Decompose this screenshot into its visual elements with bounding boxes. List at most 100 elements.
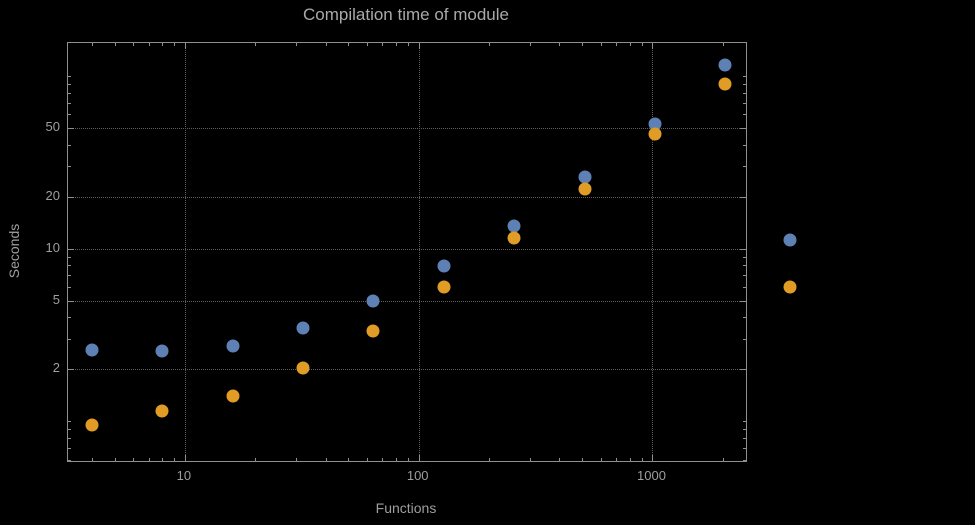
- y-tick-mark: [743, 256, 746, 258]
- x-tick-mark: [296, 43, 298, 46]
- plot-area: [67, 42, 747, 462]
- data-point-series-2-orange: [507, 231, 521, 245]
- y-tick-mark: [740, 196, 746, 198]
- data-point-series-2-orange: [226, 389, 240, 403]
- y-tick-mark: [743, 338, 746, 340]
- data-point-series-1-blue: [155, 344, 169, 358]
- x-tick-mark: [629, 43, 631, 46]
- y-tick-mark: [740, 369, 746, 371]
- y-tick-mark: [68, 196, 74, 198]
- x-tick-mark: [559, 43, 561, 46]
- y-tick-mark: [68, 102, 71, 104]
- gridline-vertical: [418, 43, 420, 461]
- y-tick-label: 20: [45, 187, 60, 203]
- x-tick-mark: [382, 458, 384, 461]
- y-tick-mark: [68, 127, 74, 129]
- x-tick-mark: [530, 43, 532, 46]
- x-tick-mark: [184, 455, 186, 461]
- gridline-horizontal: [68, 369, 746, 371]
- y-tick-mark: [68, 83, 71, 85]
- x-tick-mark: [629, 458, 631, 461]
- data-point-series-1-blue: [578, 170, 591, 184]
- x-tick-mark: [174, 43, 176, 46]
- y-tick-mark: [743, 144, 746, 146]
- x-tick-mark: [396, 43, 398, 46]
- x-tick-mark: [162, 43, 164, 46]
- x-tick-mark: [418, 455, 420, 461]
- x-tick-mark: [114, 458, 116, 461]
- data-point-series-1-blue: [437, 259, 451, 273]
- x-tick-mark: [148, 458, 150, 461]
- x-tick-mark: [600, 43, 602, 46]
- gridline-vertical: [184, 43, 186, 461]
- y-tick-mark: [68, 144, 71, 146]
- x-tick-mark: [652, 455, 654, 461]
- y-tick-label: 50: [45, 118, 60, 134]
- x-tick-mark: [616, 43, 618, 46]
- data-point-series-1-blue: [296, 321, 310, 335]
- x-tick-mark: [407, 43, 409, 46]
- y-tick-mark: [743, 166, 746, 168]
- y-tick-mark: [743, 286, 746, 288]
- y-tick-mark: [740, 248, 746, 250]
- x-tick-label: 10: [176, 468, 192, 483]
- y-tick-mark: [68, 275, 71, 277]
- y-tick-mark: [743, 421, 746, 423]
- data-point-series-1-blue: [507, 219, 521, 233]
- x-tick-mark: [348, 43, 350, 46]
- y-tick-label: 10: [45, 239, 60, 255]
- x-tick-mark: [255, 43, 257, 46]
- x-tick-mark: [418, 43, 420, 49]
- y-tick-mark: [68, 265, 71, 267]
- data-point-series-2-orange: [366, 324, 380, 338]
- x-tick-mark: [255, 458, 257, 461]
- x-tick-mark: [162, 458, 164, 461]
- gridline-horizontal: [68, 248, 746, 250]
- x-tick-mark: [114, 43, 116, 46]
- x-tick-mark: [530, 458, 532, 461]
- x-tick-mark: [348, 458, 350, 461]
- x-tick-mark: [366, 458, 368, 461]
- x-tick-mark: [366, 43, 368, 46]
- y-tick-mark: [68, 286, 71, 288]
- y-tick-mark: [743, 429, 746, 431]
- data-point-series-2-orange: [718, 77, 732, 91]
- y-tick-mark: [743, 265, 746, 267]
- x-axis-label: Functions: [375, 500, 437, 516]
- data-point-series-1-blue: [648, 117, 662, 131]
- data-point-series-1-blue: [226, 339, 240, 352]
- x-tick-mark: [396, 458, 398, 461]
- x-tick-mark: [582, 43, 584, 46]
- x-tick-mark: [325, 458, 327, 461]
- x-tick-mark: [174, 458, 176, 461]
- y-tick-mark: [68, 459, 71, 461]
- y-tick-label: 5: [52, 291, 60, 307]
- x-tick-mark: [325, 43, 327, 46]
- y-tick-mark: [68, 75, 71, 77]
- y-tick-mark: [68, 92, 71, 94]
- x-tick-mark: [489, 43, 491, 46]
- x-tick-mark: [133, 43, 135, 46]
- legend-marker-series-1-blue: [783, 233, 797, 247]
- x-tick-mark: [296, 458, 298, 461]
- y-tick-mark: [68, 438, 71, 440]
- data-point-series-2-orange: [437, 280, 451, 294]
- x-tick-mark: [559, 458, 561, 461]
- y-tick-mark: [68, 300, 74, 302]
- x-tick-mark: [407, 458, 409, 461]
- x-tick-mark: [133, 458, 135, 461]
- y-tick-mark: [68, 114, 71, 116]
- y-tick-mark: [743, 75, 746, 77]
- x-tick-mark: [652, 43, 654, 49]
- y-tick-mark: [68, 256, 71, 258]
- y-tick-mark: [68, 429, 71, 431]
- gridline-horizontal: [68, 196, 746, 198]
- gridline-horizontal: [68, 300, 746, 302]
- data-point-series-1-blue: [718, 58, 732, 72]
- y-tick-mark: [743, 459, 746, 461]
- x-tick-mark: [641, 458, 643, 461]
- x-tick-mark: [489, 458, 491, 461]
- y-tick-mark: [743, 102, 746, 104]
- data-point-series-2-orange: [648, 127, 662, 141]
